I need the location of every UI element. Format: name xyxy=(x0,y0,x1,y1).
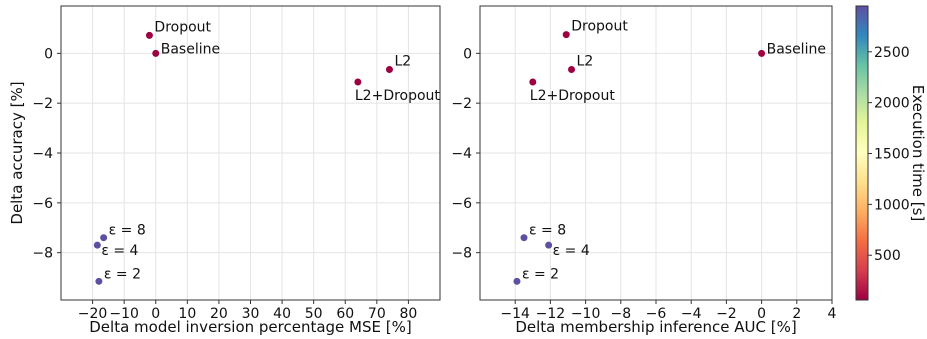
x-tick-label: 4 xyxy=(828,306,837,322)
x-tick-label: −2 xyxy=(716,306,737,322)
data-point xyxy=(545,241,553,249)
x-tick-label: −14 xyxy=(500,306,530,322)
point-label: ε = 4 xyxy=(101,243,138,259)
x-tick-label: 70 xyxy=(368,306,386,322)
data-point xyxy=(385,66,393,74)
data-point xyxy=(100,234,108,242)
left-scatter-panel: −20 −10 0 10 20 30 40 50 60 70 80 0 −2 −4 −6 −8 Delta mo… xyxy=(8,5,441,336)
y-tick-label: −6 xyxy=(32,196,53,212)
point-label: ε = 8 xyxy=(529,223,566,239)
y-tick-label: 0 xyxy=(44,46,53,62)
point-label: Baseline xyxy=(161,41,220,57)
y-tick-label: −4 xyxy=(451,146,472,162)
colorbar-tick-label: 2500 xyxy=(874,45,910,61)
point-label: L2 xyxy=(577,54,594,70)
colorbar-tick-label: 500 xyxy=(874,248,901,264)
y-tick-label: 0 xyxy=(463,46,472,62)
point-label: ε = 4 xyxy=(553,243,590,259)
x-tick-label: 20 xyxy=(210,306,228,322)
x-tick-label: 80 xyxy=(400,306,418,322)
x-tick-label: −20 xyxy=(78,306,108,322)
colorbar-frame xyxy=(855,5,869,301)
data-point xyxy=(520,234,528,242)
colorbar-tick-label: 2000 xyxy=(874,96,910,112)
y-tick-label: −6 xyxy=(451,196,472,212)
point-label: L2 xyxy=(394,54,411,70)
data-point xyxy=(529,78,537,86)
x-tick-label: 0 xyxy=(151,306,160,322)
x-tick-label: −10 xyxy=(571,306,601,322)
y-tick-label: −2 xyxy=(32,96,53,112)
point-label: L2+Dropout xyxy=(355,88,441,104)
x-tick-label: 30 xyxy=(242,306,260,322)
point-label: Dropout xyxy=(571,19,628,35)
x-tick-label: −8 xyxy=(610,306,631,322)
data-point xyxy=(95,277,103,285)
y-tick-label: −4 xyxy=(32,146,53,162)
x-axis-label: Delta membership inference AUC [%] xyxy=(515,318,796,336)
x-tick-label: 0 xyxy=(757,306,766,322)
x-axis-label: Delta model inversion percentage MSE [%] xyxy=(89,318,411,336)
point-label: ε = 2 xyxy=(522,266,559,282)
data-point xyxy=(354,78,362,86)
point-label: L2+Dropout xyxy=(530,88,616,104)
point-label: Baseline xyxy=(767,41,826,57)
x-tick-label: 40 xyxy=(273,306,291,322)
data-point xyxy=(513,277,521,285)
x-tick-label: −6 xyxy=(646,306,667,322)
data-point xyxy=(152,49,160,57)
data-point xyxy=(758,49,766,57)
point-label: ε = 8 xyxy=(109,223,146,239)
colorbar-tick-label: 1000 xyxy=(874,197,910,213)
point-label: ε = 2 xyxy=(104,266,141,282)
y-tick-label: −8 xyxy=(451,246,472,262)
x-tick-label: 2 xyxy=(792,306,801,322)
data-point xyxy=(145,31,153,39)
data-point xyxy=(568,66,576,74)
x-tick-label: 50 xyxy=(305,306,323,322)
y-tick-label: −8 xyxy=(32,246,53,262)
colorbar-tick-label: 1500 xyxy=(874,147,910,163)
data-point xyxy=(562,31,570,39)
y-axis-label: Delta accuracy [%] xyxy=(8,81,26,224)
x-tick-label: −4 xyxy=(681,306,702,322)
y-tick-label: −2 xyxy=(451,96,472,112)
x-tick-label: 10 xyxy=(178,306,196,322)
x-tick-label: −10 xyxy=(109,306,139,322)
x-tick-label: 60 xyxy=(336,306,354,322)
data-point xyxy=(93,241,101,249)
point-label: Dropout xyxy=(154,19,211,35)
colorbar-label: Execution time [s] xyxy=(909,85,927,222)
x-tick-label: −12 xyxy=(536,306,566,322)
colorbar-gradient xyxy=(856,6,868,300)
colorbar: 500 1000 1500 2000 2500 Execution time [s] xyxy=(855,5,927,301)
